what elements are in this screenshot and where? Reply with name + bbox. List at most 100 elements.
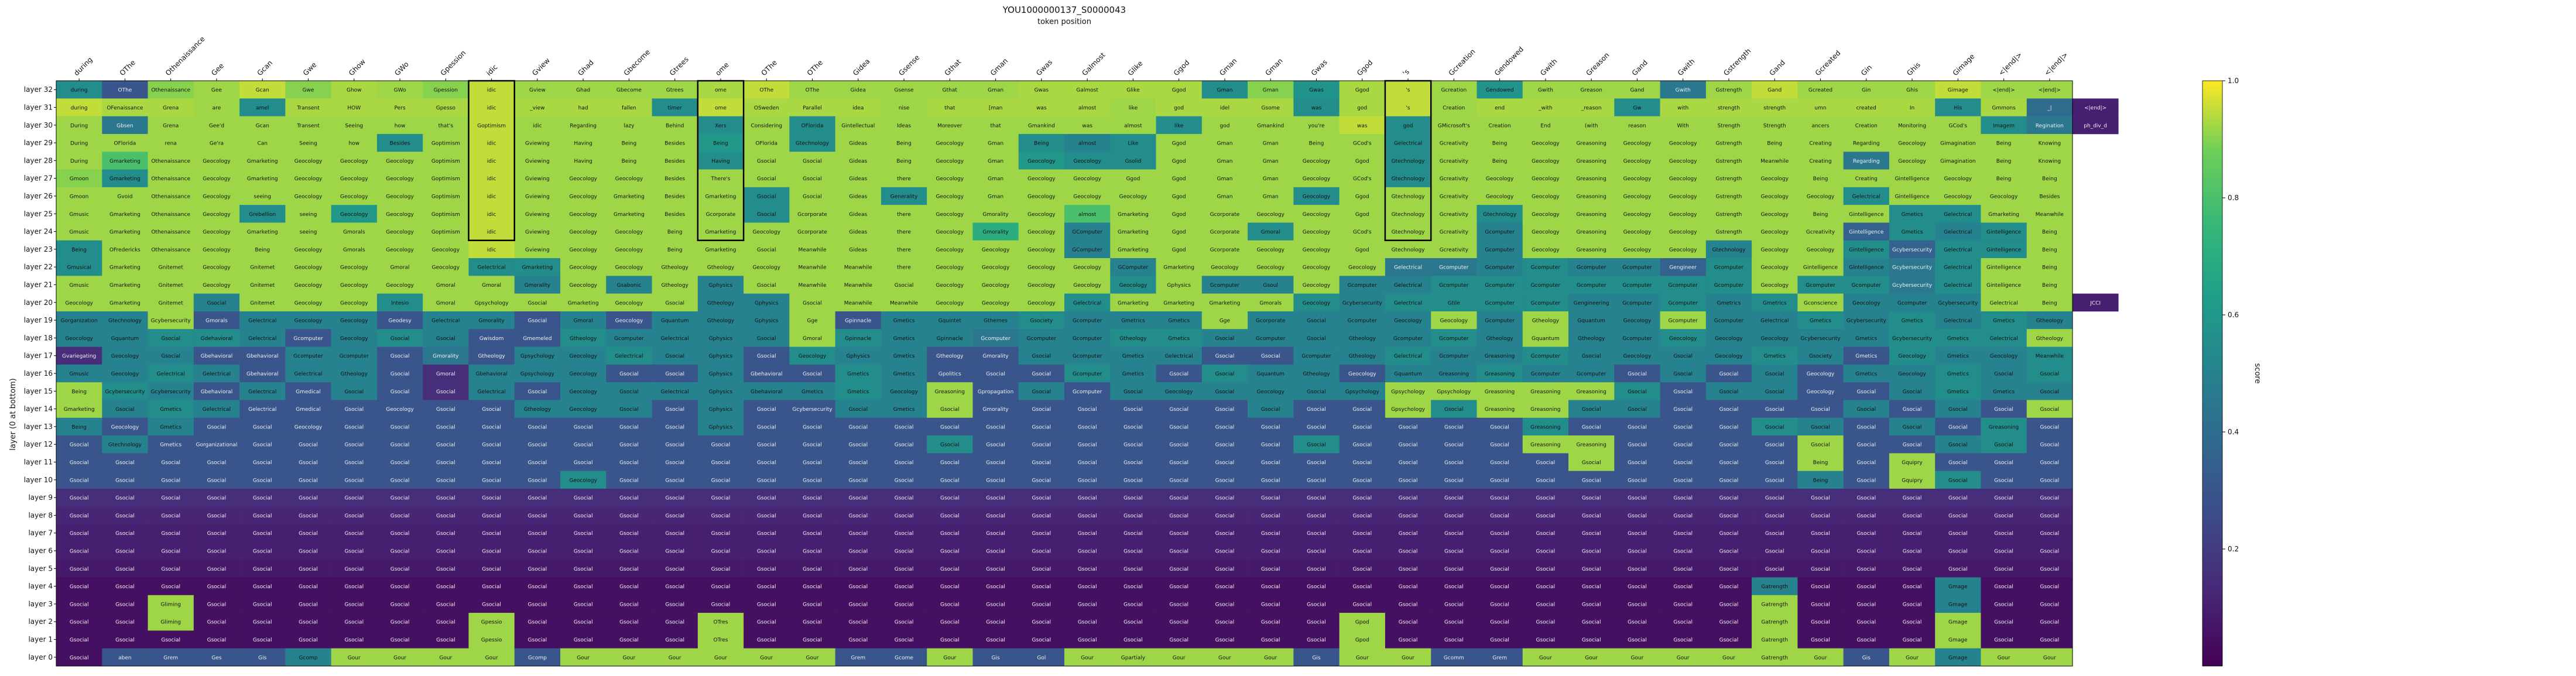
cell-label: Gsocial xyxy=(1628,620,1647,626)
x-tick-label: Gwith xyxy=(1539,57,1558,77)
cell-label: Gelectrical xyxy=(1944,212,1972,218)
cell-label: Gtheology xyxy=(707,300,735,306)
heatmap-cell xyxy=(1156,364,1203,383)
heatmap-cell xyxy=(972,98,1019,116)
heatmap-cell xyxy=(789,240,835,259)
cell-label: Gcybersecurity xyxy=(1342,300,1383,306)
heatmap-cell xyxy=(697,293,744,312)
y-tick-label: layer 3 xyxy=(28,600,53,608)
heatmap-cell xyxy=(468,81,515,99)
cell-label: Gsocial xyxy=(1123,567,1143,572)
cell-label: Geocology xyxy=(752,229,780,235)
heatmap-cell xyxy=(1660,382,1707,400)
cell-label: Gcomputer xyxy=(340,354,369,359)
cell-label: Gsocial xyxy=(1856,513,1876,519)
cell-label: Goptimism xyxy=(431,229,460,235)
cell-label: Gsocial xyxy=(1490,602,1509,608)
heatmap-cell xyxy=(1293,364,1340,383)
cell-label: Gsocial xyxy=(803,300,822,306)
heatmap-cell xyxy=(514,400,561,418)
cell-label: like xyxy=(1174,123,1184,129)
cell-label: Gsocial xyxy=(1490,460,1509,466)
x-tick-label: Gman xyxy=(989,57,1009,77)
heatmap-cell xyxy=(1522,169,1569,188)
cell-label: Gelectrical xyxy=(248,318,276,324)
heatmap-cell xyxy=(1064,98,1111,116)
cell-label: Gsocial xyxy=(1811,567,1830,572)
cell-label: Gmarketing xyxy=(1118,247,1149,253)
heatmap-cell xyxy=(1339,311,1386,330)
cell-label: Gsocial xyxy=(1078,584,1097,590)
heatmap-cell xyxy=(744,276,790,294)
cell-label: Gdehavioral xyxy=(201,336,233,342)
cell-label: Geocology xyxy=(936,247,964,253)
heatmap-cell xyxy=(56,382,102,400)
cell-label: Gsocial xyxy=(940,531,960,537)
heatmap-cell xyxy=(514,169,561,188)
cell-label: During xyxy=(70,123,88,129)
cell-label: Gsocial xyxy=(299,460,318,466)
cell-label: Gmetrics xyxy=(1717,300,1741,306)
heatmap-cell xyxy=(56,240,102,259)
cell-label: Gsocial xyxy=(70,584,89,590)
cell-label: Gsocial xyxy=(390,442,410,448)
cell-label: Gsocial xyxy=(940,549,960,555)
cell-label: Geocology xyxy=(111,354,139,359)
cell-label: Greasoning xyxy=(1576,194,1606,200)
cell-label: Gsocial xyxy=(70,531,89,537)
heatmap-cell xyxy=(285,293,331,312)
heatmap-cell xyxy=(1660,293,1707,312)
cell-label: Gcomputer xyxy=(1897,300,1927,306)
heatmap-cell xyxy=(652,293,698,312)
cell-label: Geocology xyxy=(294,300,323,306)
heatmap-cell xyxy=(468,329,515,347)
heatmap-cell xyxy=(102,293,148,312)
cell-label: Gtheology xyxy=(1532,318,1560,324)
heatmap-cell xyxy=(1752,222,1798,241)
cell-label: Meanwhile xyxy=(844,265,873,271)
heatmap-cell xyxy=(1752,81,1798,99)
cell-label: Geocology xyxy=(1303,194,1331,200)
heatmap-cell xyxy=(1843,98,1890,116)
cell-label: Gour xyxy=(1402,655,1414,661)
heatmap-cell xyxy=(239,152,286,170)
cell-label: Gsocial xyxy=(665,567,684,572)
y-tick-label: layer 10 xyxy=(24,476,53,484)
cell-label: Gmoral xyxy=(436,300,455,306)
cell-label: Gintellectual xyxy=(841,123,875,129)
cell-label: Gcomputer xyxy=(1073,372,1102,378)
cell-label: Gsocial xyxy=(344,496,364,502)
cell-label: Gelectrical xyxy=(661,389,689,395)
heatmap-cell xyxy=(1293,98,1340,116)
cell-label: Geocology xyxy=(569,194,597,200)
cell-label: Gphysics xyxy=(709,389,733,395)
heatmap-cell xyxy=(1339,169,1386,188)
cell-label: Geocology xyxy=(1027,212,1056,218)
heatmap-cell xyxy=(1522,81,1569,99)
heatmap-cell xyxy=(1614,258,1660,276)
cell-label: Geocology xyxy=(340,300,368,306)
cell-label: Gsocial xyxy=(1215,496,1235,502)
cell-label: Gcybersecurity xyxy=(1892,265,1933,271)
heatmap-cell xyxy=(1660,240,1707,259)
cell-label: Gsocial xyxy=(665,354,684,359)
heatmap-cell xyxy=(1110,311,1156,330)
heatmap-cell xyxy=(468,116,515,135)
heatmap-cell xyxy=(1110,400,1156,418)
heatmap-cell xyxy=(1660,81,1707,99)
heatmap-cell xyxy=(789,81,835,99)
heatmap-cell xyxy=(1752,276,1798,294)
cell-label: GCod's xyxy=(1353,229,1372,235)
cell-label: Gsocial xyxy=(757,336,776,342)
cell-label: Gsocial xyxy=(1673,584,1693,590)
heatmap-cell xyxy=(239,81,286,99)
cell-label: Gsocial xyxy=(619,549,639,555)
cell-label: Geocology xyxy=(1623,194,1652,200)
heatmap-cell xyxy=(56,152,102,170)
x-tick-label: Gtrees xyxy=(668,55,690,77)
heatmap-cell xyxy=(1660,222,1707,241)
cell-label: Being xyxy=(713,141,728,147)
heatmap-cell xyxy=(1339,116,1386,135)
cell-label: Meanwhile xyxy=(2036,354,2064,359)
heatmap-cell xyxy=(652,222,698,241)
